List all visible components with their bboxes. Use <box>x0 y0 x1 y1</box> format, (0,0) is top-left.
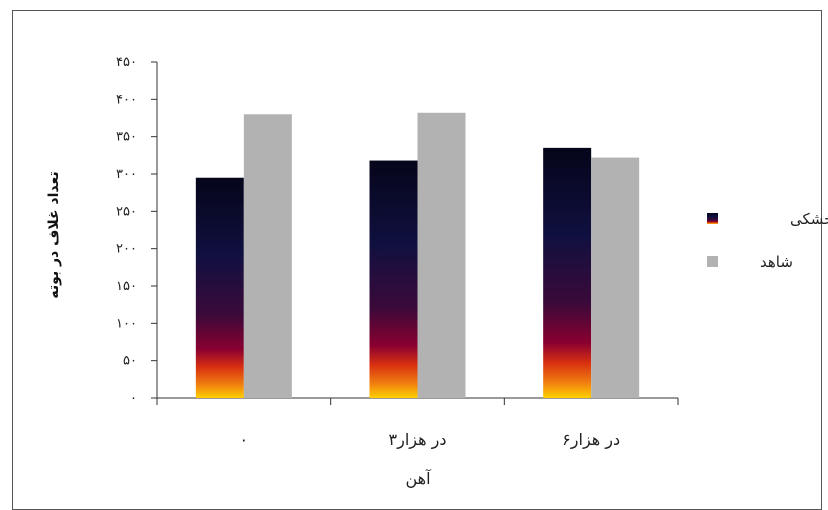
y-tick-label: ۴۵۰ <box>116 55 137 70</box>
bar-drought-2 <box>543 147 592 398</box>
y-tick-label: ۳۵۰ <box>116 130 137 145</box>
x-axis <box>156 397 679 405</box>
legend-label-drought: تنش خشکی <box>790 210 828 228</box>
bar-chart: تعداد غلاف در بوته ۰ ۵۰ ۱۰۰ ۱۵۰ ۲۰۰ ۲۵۰ ۳۰۰ ۳۵۰… <box>46 55 828 489</box>
y-tick-label: ۲۵۰ <box>116 204 137 219</box>
category-labels: ۰ ۳در هزار ۶در هزار <box>240 430 621 450</box>
y-tick-label: ۱۵۰ <box>116 279 137 294</box>
bar-drought-1 <box>369 160 418 398</box>
y-tick-label: ۱۰۰ <box>116 316 137 331</box>
y-tick-label: ۴۰۰ <box>116 92 137 107</box>
y-axis-title: تعداد غلاف در بوته <box>46 171 62 298</box>
bar-control-1 <box>417 112 466 399</box>
bar-drought-0 <box>195 177 244 398</box>
bars <box>195 112 640 399</box>
y-tick-label: ۲۰۰ <box>116 242 137 257</box>
y-tick-label: ۵۰ <box>123 354 137 369</box>
legend-swatch-control <box>707 256 718 267</box>
bar-control-0 <box>243 114 292 399</box>
category-label: ۶در هزار <box>562 430 620 450</box>
category-label: ۰ <box>240 430 249 449</box>
legend-swatch-drought <box>707 213 718 224</box>
y-tick-label: ۰ <box>130 391 137 406</box>
bar-control-2 <box>591 157 640 398</box>
y-tick-label: ۳۰۰ <box>116 167 137 182</box>
category-label: ۳در هزار <box>389 430 447 450</box>
y-axis: ۰ ۵۰ ۱۰۰ ۱۵۰ ۲۰۰ ۲۵۰ ۳۰۰ ۳۵۰ ۴۰۰ ۴۵۰ <box>116 55 158 406</box>
legend-label-control: شاهد <box>760 253 793 271</box>
legend: تنش خشکی شاهد <box>707 210 828 271</box>
x-axis-title: آهن <box>405 469 432 489</box>
